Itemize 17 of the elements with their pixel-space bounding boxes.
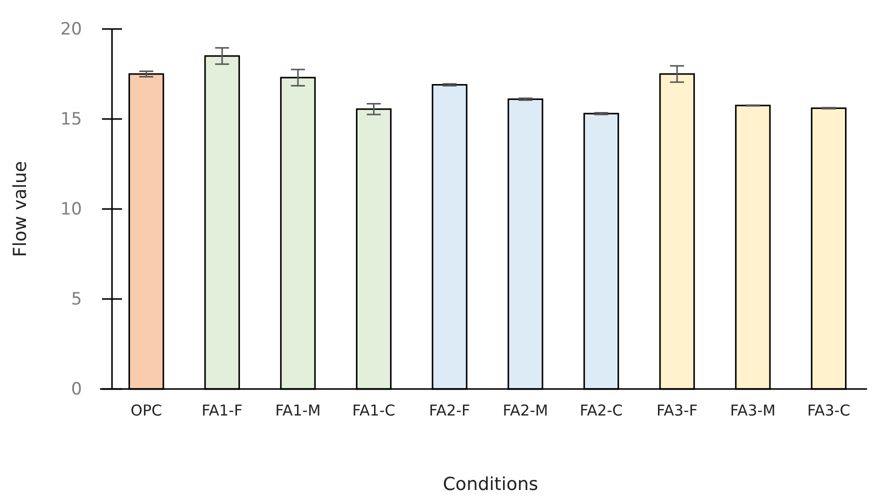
y-axis-title: Flow value [10, 161, 31, 257]
x-axis-title: Conditions [442, 474, 538, 495]
y-tick-label: 5 [71, 289, 82, 310]
x-tick-label: OPC [130, 402, 162, 420]
x-tick-label: FA2-F [429, 402, 470, 420]
y-tick-label: 0 [71, 379, 82, 400]
y-tick-label: 20 [60, 19, 82, 40]
y-tick-label: 15 [60, 109, 82, 130]
y-tick-label: 10 [60, 199, 82, 220]
x-tick-label: FA1-M [275, 402, 321, 420]
x-tick-label: FA2-M [502, 402, 548, 420]
x-tick-label: FA3-C [807, 402, 850, 420]
x-tick-label: FA2-C [580, 402, 623, 420]
x-tick-label: FA3-M [730, 402, 776, 420]
x-tick-label: FA1-C [352, 402, 396, 420]
x-tick-label: FA1-F [202, 402, 243, 420]
x-tick-label: FA3-F [656, 402, 698, 420]
